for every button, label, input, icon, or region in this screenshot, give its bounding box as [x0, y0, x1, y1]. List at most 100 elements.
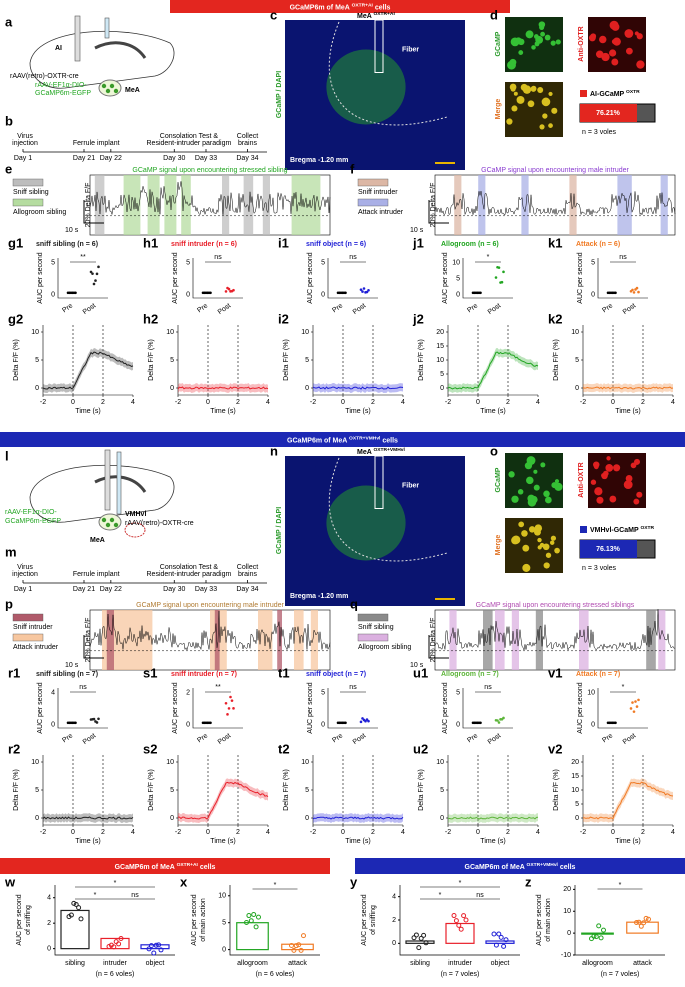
y-tick-label: 0	[575, 815, 579, 822]
cell-body	[554, 479, 560, 484]
cell	[113, 88, 119, 94]
cell-body	[588, 34, 596, 42]
significance: *	[114, 880, 117, 887]
cell	[109, 83, 115, 89]
x-tick-label: -2	[175, 399, 181, 406]
x-tick-label: -2	[445, 399, 451, 406]
dot	[111, 944, 117, 950]
dot	[91, 272, 94, 275]
y-tick-label: 0	[575, 385, 579, 392]
y-tick-label: 5	[575, 801, 579, 808]
dot	[89, 270, 93, 274]
dot	[293, 943, 299, 949]
x-tick-label: 2	[371, 829, 375, 836]
virus-label: rAAV(retro)-OXTR-cre	[10, 73, 79, 80]
inset-x-label: Post	[622, 732, 638, 746]
dot	[146, 946, 152, 952]
x-tick-label: 2	[506, 829, 510, 836]
event-band	[294, 610, 304, 670]
x-tick-label: object	[146, 960, 165, 967]
panel-label: o	[490, 443, 498, 458]
dot	[596, 923, 602, 929]
axes	[54, 885, 175, 956]
dot	[634, 920, 639, 926]
dot	[97, 265, 100, 269]
region-label: VMHvl	[125, 511, 146, 518]
dot	[637, 698, 640, 702]
panel-label: z	[525, 874, 532, 889]
trace	[89, 610, 331, 651]
y-tick-label: 10	[571, 329, 579, 336]
tile-label: Anti-OXTR	[578, 462, 585, 497]
banner	[170, 0, 510, 13]
dot	[113, 939, 119, 945]
inset-x-label: Post	[217, 302, 233, 316]
legend-swatch	[12, 198, 44, 207]
dot	[151, 950, 157, 956]
y-tick-label: 4	[47, 895, 51, 902]
significance: *	[439, 892, 442, 899]
inset-axes	[327, 258, 378, 299]
inset-axes	[57, 688, 108, 729]
banner-title-part: cells	[380, 437, 398, 444]
image-title: MeA OXTR+VMHvl	[357, 447, 405, 456]
inset-x-label: Pre	[331, 732, 344, 744]
dot	[500, 280, 504, 284]
inset-axis-label: AUC per second	[307, 682, 314, 733]
panel-label: u2	[413, 741, 428, 756]
dot	[230, 699, 234, 702]
dot	[248, 918, 254, 924]
scale-label: 20% Delta F/F	[430, 618, 437, 663]
mini-title: sniff sibling (n = 7)	[36, 671, 98, 678]
event-label: brains	[238, 140, 258, 147]
day-label: Day 21	[73, 155, 95, 162]
inset-tick-label: 0	[51, 722, 55, 729]
image-label: Bregma -1.20 mm	[290, 593, 348, 600]
dot	[226, 713, 229, 716]
inset-tick-label: 0	[456, 722, 460, 729]
cell-body	[613, 464, 621, 472]
x-tick-label: 4	[401, 399, 405, 406]
dot	[461, 913, 467, 919]
dot	[78, 916, 84, 922]
dot	[344, 721, 347, 725]
event-band	[579, 610, 589, 670]
scale-label: 10 s	[65, 227, 79, 234]
dot	[503, 937, 509, 943]
panel-label: x	[180, 874, 188, 889]
x-tick-label: sibling	[410, 960, 430, 967]
dot	[631, 701, 634, 704]
y-axis-label: AUC per second	[536, 894, 543, 945]
scale-bar	[83, 635, 104, 659]
panel-label: v2	[548, 741, 562, 756]
cell-body	[548, 123, 553, 128]
y-tick-label: 5	[305, 787, 309, 794]
mini-title: Attack (n = 6)	[576, 241, 620, 248]
outline	[328, 21, 448, 126]
panel-label: l	[5, 448, 9, 463]
inset-axis-label: AUC per second	[577, 252, 584, 303]
event-label: Resident-intruder paradigm	[147, 571, 232, 578]
dot	[298, 947, 304, 953]
inset-tick-label: 0	[321, 722, 325, 729]
cell-body	[520, 83, 528, 91]
dot	[491, 931, 497, 937]
y-tick-label: 0	[305, 815, 309, 822]
y-tick-label: 0	[35, 815, 39, 822]
cell-body	[530, 86, 537, 92]
trace-frame	[434, 174, 676, 236]
cell-body	[606, 456, 611, 461]
y-tick-label: 10	[31, 759, 39, 766]
dot	[502, 270, 505, 274]
dot	[591, 933, 597, 939]
dot	[251, 912, 257, 918]
trace-band	[583, 778, 673, 823]
n-label: (n = 6 voles)	[96, 971, 135, 978]
panel-label: b	[5, 113, 13, 128]
trace-band	[448, 348, 538, 393]
y-axis-label: Delta F/F (%)	[553, 769, 560, 811]
tile-label: Merge	[495, 535, 502, 556]
x-tick-label: 0	[71, 829, 75, 836]
region-label: MeA	[90, 537, 105, 544]
dot	[635, 286, 639, 290]
